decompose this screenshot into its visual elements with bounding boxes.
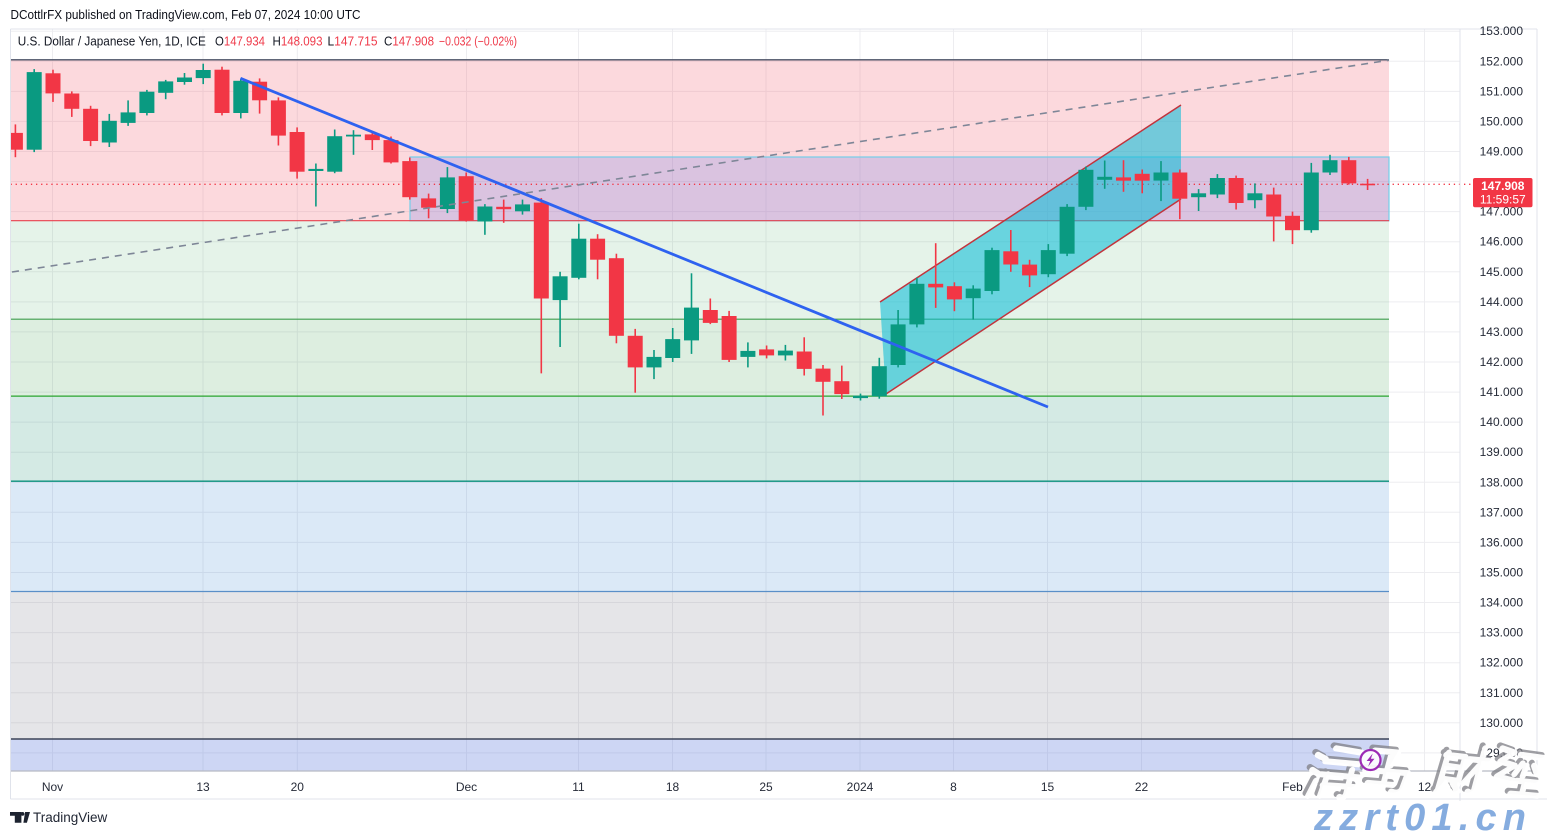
svg-text:145.000: 145.000 [1480, 265, 1524, 279]
svg-text:136.000: 136.000 [1480, 535, 1524, 549]
svg-text:O147.934: O147.934 [215, 35, 265, 49]
svg-text:152.000: 152.000 [1480, 54, 1524, 68]
svg-text:135.000: 135.000 [1480, 566, 1524, 580]
svg-text:C147.908: C147.908 [384, 35, 434, 49]
svg-text:144.000: 144.000 [1480, 295, 1524, 309]
svg-text:138.000: 138.000 [1480, 475, 1524, 489]
svg-text:150.000: 150.000 [1480, 114, 1524, 128]
svg-text:139.000: 139.000 [1480, 445, 1524, 459]
svg-text:−0.032 (−0.02%): −0.032 (−0.02%) [439, 35, 517, 49]
svg-text:11:59:57: 11:59:57 [1480, 193, 1526, 207]
svg-text:130.000: 130.000 [1480, 716, 1524, 730]
svg-text:Feb: Feb [1282, 780, 1303, 794]
svg-text:147.000: 147.000 [1480, 205, 1524, 219]
svg-text:142.000: 142.000 [1480, 355, 1524, 369]
svg-text:133.000: 133.000 [1480, 626, 1524, 640]
svg-text:12: 12 [1418, 780, 1432, 794]
svg-text:131.000: 131.000 [1480, 686, 1524, 700]
svg-text:25: 25 [759, 780, 773, 794]
svg-text:DCottlrFX published on Trading: DCottlrFX published on TradingView.com, … [11, 8, 361, 22]
svg-text:TradingView: TradingView [33, 810, 108, 825]
svg-text:151.000: 151.000 [1480, 84, 1524, 98]
svg-text:U.S. Dollar / Japanese Yen, 1D: U.S. Dollar / Japanese Yen, 1D, ICE [18, 35, 206, 49]
svg-text:H148.093: H148.093 [273, 35, 323, 49]
svg-text:2024: 2024 [847, 780, 874, 794]
svg-text:141.000: 141.000 [1480, 385, 1524, 399]
svg-text:13: 13 [196, 780, 210, 794]
svg-text:147.908: 147.908 [1481, 179, 1525, 193]
svg-text:8: 8 [950, 780, 957, 794]
svg-text:Nov: Nov [42, 780, 63, 794]
svg-text:22: 22 [1135, 780, 1149, 794]
svg-text:zzrt01.cn: zzrt01.cn [1313, 797, 1532, 836]
svg-text:153.000: 153.000 [1480, 24, 1524, 38]
svg-text:140.000: 140.000 [1480, 415, 1524, 429]
svg-text:149.000: 149.000 [1480, 145, 1524, 159]
svg-text:143.000: 143.000 [1480, 325, 1524, 339]
svg-text:132.000: 132.000 [1480, 656, 1524, 670]
svg-text:Dec: Dec [456, 780, 477, 794]
svg-text:15: 15 [1041, 780, 1055, 794]
svg-text:134.000: 134.000 [1480, 596, 1524, 610]
svg-text:11: 11 [572, 780, 585, 794]
svg-text:20: 20 [291, 780, 305, 794]
svg-text:137.000: 137.000 [1480, 505, 1524, 519]
svg-text:18: 18 [666, 780, 680, 794]
svg-text:L147.715: L147.715 [328, 35, 378, 49]
svg-text:146.000: 146.000 [1480, 235, 1524, 249]
